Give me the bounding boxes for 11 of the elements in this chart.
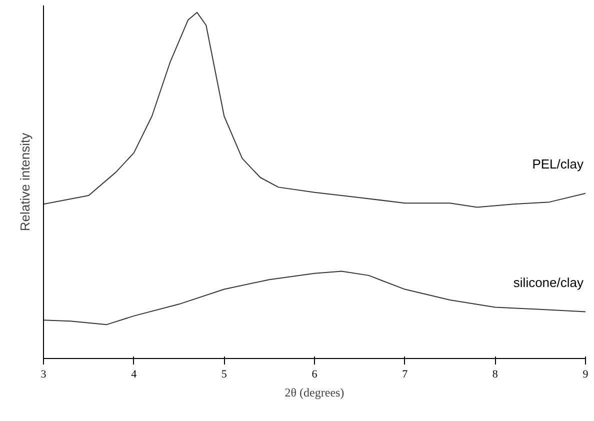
x-tick-label: 3 (40, 368, 47, 380)
x-tick-label: 9 (582, 368, 589, 380)
x-tick-label: 8 (492, 368, 498, 380)
x-tick-label: 4 (131, 368, 138, 380)
x-axis-title: 2θ (degrees) (284, 386, 344, 400)
x-tick-label: 6 (312, 368, 318, 380)
y-axis-title: Relative intensity (18, 132, 32, 232)
x-tick-label: 5 (221, 368, 228, 380)
x-tick-label: 7 (402, 368, 408, 380)
series-label: PEL/clay (532, 156, 584, 172)
series-label: silicone/clay (513, 274, 584, 290)
